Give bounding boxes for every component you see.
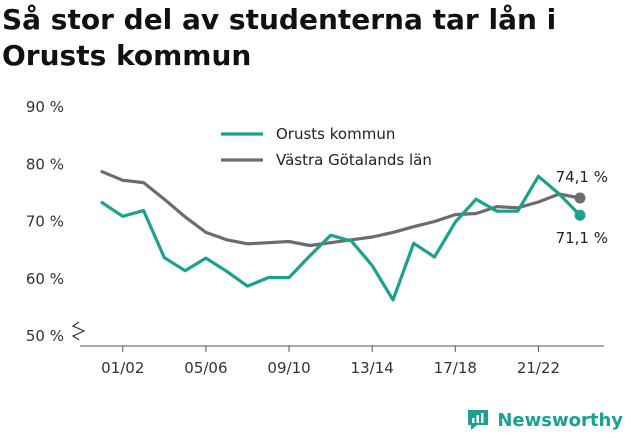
y-axis: 50 % 60 % 70 % 80 % 90 % [26,98,86,345]
series-end-label: 71,1 % [556,229,608,247]
x-tick-label: 13/14 [351,359,394,377]
x-tick-label: 09/10 [267,359,310,377]
series-end-label: 74,1 % [556,168,608,186]
series-layer: 71,1 % 74,1 % [100,168,608,302]
series-end-point [574,192,586,204]
newsworthy-logo-icon [468,410,489,430]
y-tick-label: 70 % [26,213,64,231]
y-tick-label: 80 % [26,155,64,173]
brand-name: Newsworthy [497,409,623,431]
legend: Orusts kommun Västra Götalands län [221,125,432,169]
x-tick-label: 05/06 [184,359,227,377]
series-end-point [574,209,586,221]
legend-label: Orusts kommun [276,125,395,143]
x-tick-label: 17/18 [434,359,477,377]
y-tick-label: 50 % [26,327,64,345]
y-tick-label: 90 % [26,98,64,116]
chart-title: Så stor del av studenterna tar lån i Oru… [2,3,557,72]
y-tick-label: 60 % [26,270,64,288]
series-line [100,170,582,248]
axis-break-icon [71,321,86,341]
x-tick-label: 21/22 [517,359,560,377]
series-line [100,174,582,302]
x-axis: 01/02 05/06 09/10 13/14 17/18 21/22 [80,345,604,377]
legend-label: Västra Götalands län [276,151,432,169]
newsworthy-brand: Newsworthy [465,407,623,433]
x-tick-label: 01/02 [101,359,144,377]
